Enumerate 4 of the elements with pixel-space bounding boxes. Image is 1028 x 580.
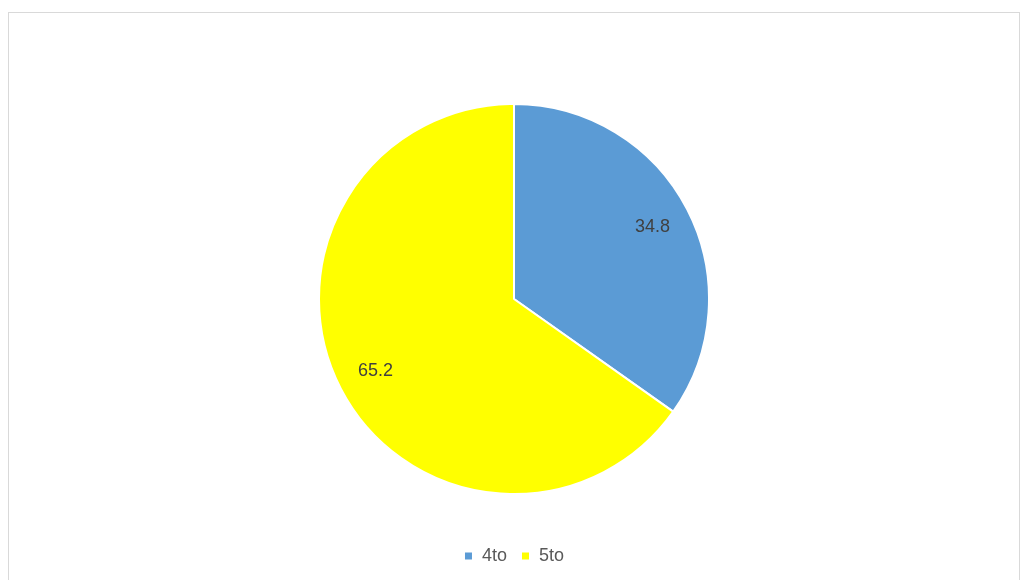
legend-label: 4to xyxy=(481,544,508,565)
data-label: 34.8 xyxy=(635,216,671,237)
data-label: 65.2 xyxy=(357,359,393,380)
legend-label: 5to xyxy=(539,544,565,565)
